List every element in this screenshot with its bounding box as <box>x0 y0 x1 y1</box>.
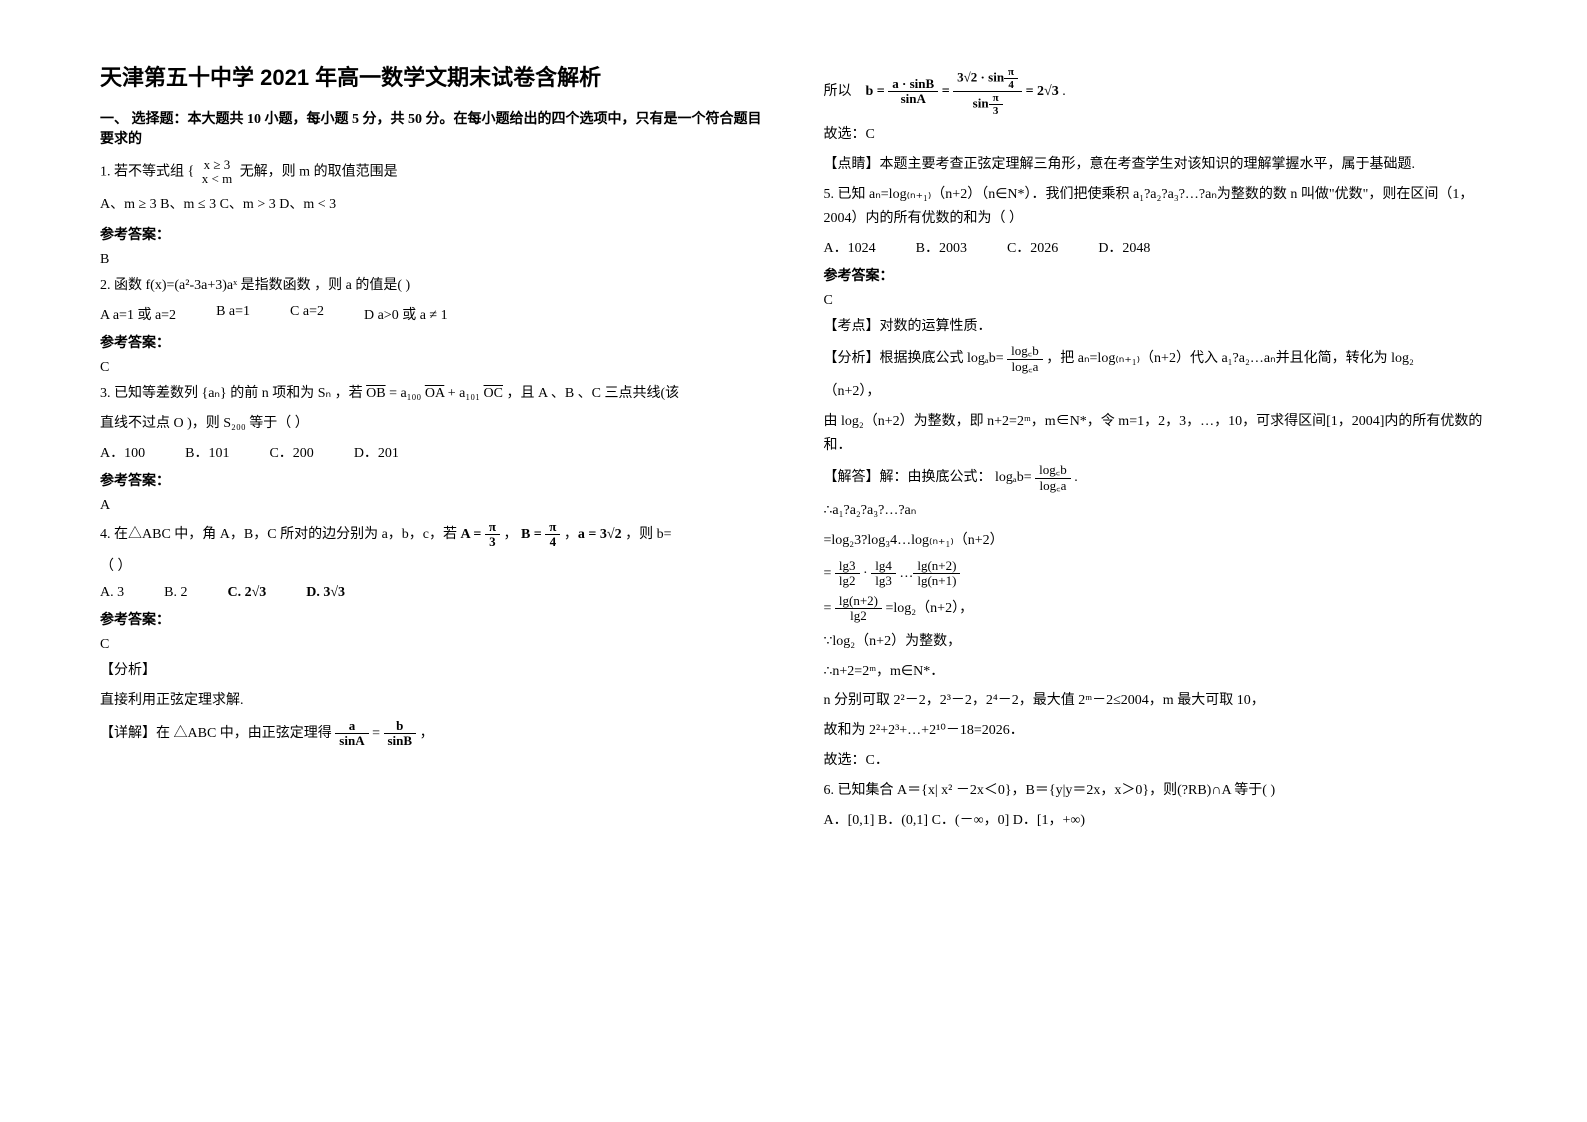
q2-opt-c: C a=2 <box>290 304 324 324</box>
q4-answer: C <box>100 637 764 653</box>
q5-fenxi: 【分析】根据换底公式 logₐb= log꜀blog꜀a ，把 aₙ=log₍ₙ… <box>824 344 1488 374</box>
q4-options: A. 3 B. 2 C. 2√3 D. 3√3 <box>100 585 764 601</box>
right-column: 所以 b = a · sinBsinA = 3√2 · sinπ4 sinπ3 … <box>824 60 1488 1062</box>
q5-opt-a: A．1024 <box>824 237 876 257</box>
q5-jieda: 【解答】解：由换底公式： logₐb= log꜀blog꜀a . <box>824 463 1488 493</box>
q1-options: A、m ≥ 3 B、m ≤ 3 C、m > 3 D、m < 3 <box>100 193 764 217</box>
q6-stem: 6. 已知集合 A＝{x| x² －2x＜0}，B＝{y|y＝2x，x＞0}，则… <box>824 779 1488 803</box>
q3-opt-b: B．101 <box>185 442 229 462</box>
q4-opt-b: B. 2 <box>164 585 187 601</box>
q3-stem-line2: 直线不过点 O )，则 S₂₀₀ 等于（ ） <box>100 412 764 436</box>
q4-stem: 4. 在△ABC 中，角 A，B，C 所对的边分别为 a，b，c，若 A = π… <box>100 520 764 550</box>
q5-line2: =log₂3?log₃4…log₍ₙ₊₁₎（n+2） <box>824 529 1488 553</box>
q5-opt-c: C．2026 <box>1007 237 1058 257</box>
q5-fenxi-c: （n+2）， <box>824 380 1488 404</box>
q2-options: A a=1 或 a=2 B a=1 C a=2 D a>0 或 a ≠ 1 <box>100 304 764 324</box>
q2-answer: C <box>100 360 764 376</box>
q6-options: A．[0,1] B．(0,1] C．(－∞，0] D．[1，+∞) <box>824 809 1488 833</box>
q3-options: A．100 B．101 C．200 D．201 <box>100 442 764 462</box>
answer-label: 参考答案： <box>100 332 764 352</box>
q5-line3: = lg3lg2 · lg4lg3 …lg(n+2)lg(n+1) <box>824 559 1488 589</box>
q5-answer: C <box>824 293 1488 309</box>
q3-opt-d: D．201 <box>354 442 399 462</box>
q1-stem-a: 1. 若不等式组 <box>100 165 184 180</box>
q2-opt-d: D a>0 或 a ≠ 1 <box>364 304 448 324</box>
q4-detail: 【详解】在 △ABC 中，由正弦定理得 asinA = bsinB ， <box>100 719 764 749</box>
q2-opt-a: A a=1 或 a=2 <box>100 304 176 324</box>
q5-kaodian: 【考点】对数的运算性质． <box>824 315 1488 339</box>
q5-opt-b: B．2003 <box>916 237 967 257</box>
q5-line5: ∵log₂（n+2）为整数， <box>824 630 1488 654</box>
q2-stem: 2. 函数 f(x)=(a²-3a+3)aˣ 是指数函数 ，则 a 的值是( ) <box>100 274 764 298</box>
q4-dianjing: 【点睛】本题主要考查正弦定理解三角形，意在考查学生对该知识的理解掌握水平，属于基… <box>824 153 1488 177</box>
page-title: 天津第五十中学 2021 年高一数学文期末试卷含解析 <box>100 60 764 92</box>
q4-solution-b: 所以 b = a · sinBsinA = 3√2 · sinπ4 sinπ3 … <box>824 66 1488 117</box>
q3-opt-a: A．100 <box>100 442 145 462</box>
answer-label: 参考答案： <box>100 609 764 629</box>
q1-answer: B <box>100 252 764 268</box>
q1-conditions: x ≥ 3 x < m <box>198 158 236 187</box>
answer-label: 参考答案： <box>100 470 764 490</box>
q5-line1: ∴a₁?a₂?a₃?…?aₙ <box>824 499 1488 523</box>
q3-answer: A <box>100 498 764 514</box>
section-header: 一、 选择题：本大题共 10 小题，每小题 5 分，共 50 分。在每小题给出的… <box>100 108 764 148</box>
q3-opt-c: C．200 <box>269 442 313 462</box>
q4-paren: （ ） <box>100 555 764 579</box>
q4-opt-c: C. 2√3 <box>227 585 266 601</box>
q1: 1. 若不等式组 { x ≥ 3 x < m 无解，则 m 的取值范围是 <box>100 158 764 187</box>
q5-line7: n 分别可取 2²－2，2³－2，2⁴－2，最大值 2ᵐ－2≤2004，m 最大… <box>824 689 1488 713</box>
q5-fenxi-d: 由 log₂（n+2）为整数，即 n+2=2ᵐ，m∈N*，令 m=1，2，3，…… <box>824 410 1488 458</box>
q4-opt-d: D. 3√3 <box>306 585 345 601</box>
q4-guxuan: 故选：C <box>824 123 1488 147</box>
q4-fenxi-label: 【分析】 <box>100 659 764 683</box>
q1-stem-b: 无解，则 m 的取值范围是 <box>240 165 398 180</box>
q5-opt-d: D．2048 <box>1098 237 1150 257</box>
left-column: 天津第五十中学 2021 年高一数学文期末试卷含解析 一、 选择题：本大题共 1… <box>100 60 764 1062</box>
q5-line9: 故选：C． <box>824 749 1488 773</box>
q3-stem-line1: 3. 已知等差数列 {aₙ} 的前 n 项和为 Sₙ ，若 OB = a₁₀₀ … <box>100 382 764 406</box>
q5-line4: = lg(n+2)lg2 =log₂（n+2）， <box>824 594 1488 624</box>
answer-label: 参考答案： <box>100 224 764 244</box>
q4-fenxi: 直接利用正弦定理求解. <box>100 689 764 713</box>
answer-label: 参考答案： <box>824 265 1488 285</box>
q5-line6: ∴n+2=2ᵐ，m∈N*． <box>824 660 1488 684</box>
q5-line8: 故和为 2²+2³+…+2¹⁰－18=2026． <box>824 719 1488 743</box>
q2-opt-b: B a=1 <box>216 304 250 324</box>
q4-opt-a: A. 3 <box>100 585 124 601</box>
q5-stem: 5. 已知 aₙ=log₍ₙ₊₁₎（n+2）（n∈N*）．我们把使乘积 a₁?a… <box>824 183 1488 231</box>
q5-options: A．1024 B．2003 C．2026 D．2048 <box>824 237 1488 257</box>
